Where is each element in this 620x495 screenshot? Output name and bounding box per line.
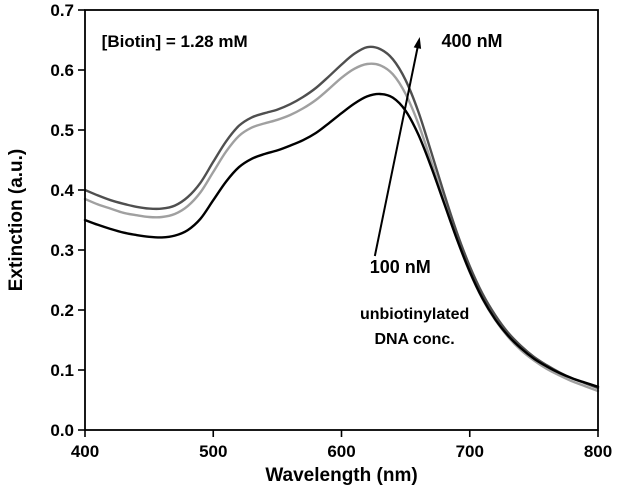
y-axis-tick-label: 0.4	[50, 181, 74, 200]
x-axis-title: Wavelength (nm)	[265, 465, 417, 486]
y-axis-tick-label: 0.3	[50, 241, 74, 260]
desc-line1: unbiotinylated	[360, 306, 469, 323]
y-axis-tick-label: 0.6	[50, 61, 74, 80]
y-axis-tick-label: 0.7	[50, 1, 74, 20]
concentration-arrow-head	[413, 37, 422, 49]
x-axis-tick-label: 800	[584, 442, 612, 461]
conc-low-label: 100 nM	[370, 257, 431, 277]
plot-frame	[84, 9, 599, 431]
series-curve-400-nM-unbiotinylated-dna	[83, 45, 600, 390]
conc-high-label: 400 nM	[442, 31, 503, 51]
concentration-arrow-line	[373, 42, 420, 257]
x-axis-tick-label: 500	[199, 442, 227, 461]
y-axis-tick-label: 0.1	[50, 361, 74, 380]
y-axis-title: Extinction (a.u.)	[6, 149, 27, 292]
desc-line2: DNA conc.	[374, 331, 454, 348]
y-axis-tick-label: 0.5	[50, 121, 74, 140]
x-axis-tick-label: 600	[327, 442, 355, 461]
x-axis-tick-label: 700	[456, 442, 484, 461]
y-axis-tick-label: 0.0	[50, 421, 74, 440]
series-curve-100-nM-unbiotinylated-dna	[83, 92, 600, 388]
x-axis-tick-label: 400	[71, 442, 99, 461]
y-axis-tick-label: 0.2	[50, 301, 74, 320]
biotin-label: [Biotin] = 1.28 mM	[102, 32, 248, 51]
